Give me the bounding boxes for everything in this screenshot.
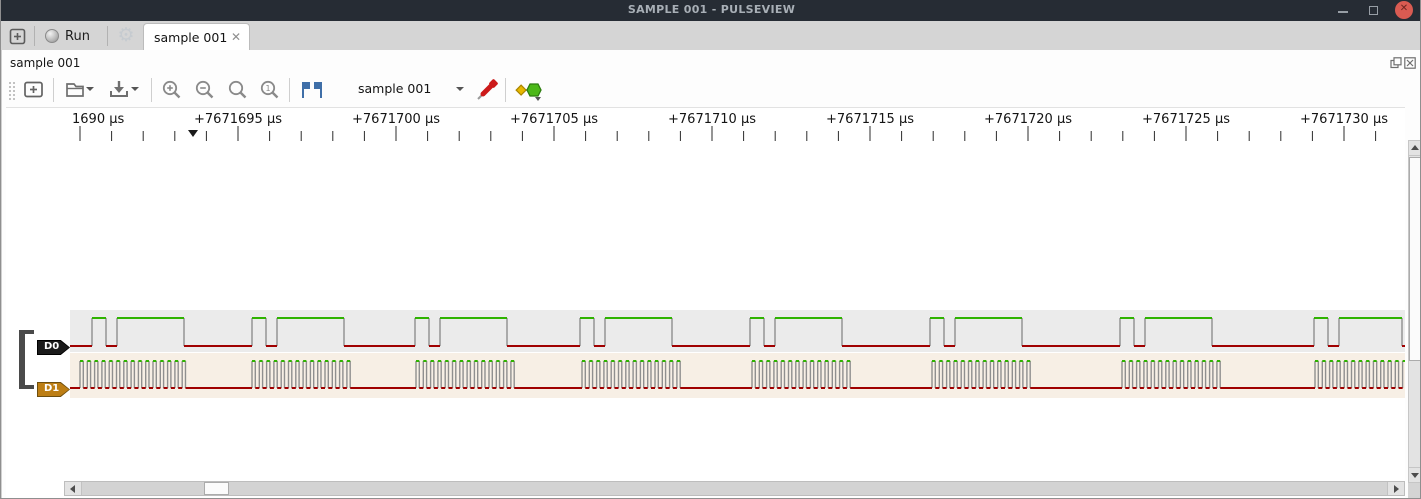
waveform-view[interactable] — [6, 108, 1405, 498]
separator — [107, 26, 108, 46]
float-pane-icon — [1390, 57, 1402, 69]
tab-label: sample 001 — [154, 30, 228, 45]
device-selector[interactable]: sample 001 — [358, 81, 432, 96]
zoom-out-button[interactable] — [193, 78, 217, 102]
zoom-in-button[interactable] — [160, 78, 184, 102]
vertical-scrollbar[interactable] — [1408, 140, 1420, 483]
close-button[interactable]: ✕ — [1395, 1, 1413, 19]
scrollbar-corner — [1408, 483, 1420, 498]
up-arrow-icon — [1411, 145, 1419, 150]
configure-channels-button[interactable] — [475, 78, 499, 102]
tab-bar: Run ⚙ sample 001 ✕ — [1, 21, 1420, 50]
titlebar[interactable]: SAMPLE 001 - PULSEVIEW ✕ — [1, 0, 1420, 21]
ruler-label: +7671720 µs — [984, 112, 1072, 127]
run-button[interactable]: Run — [45, 25, 103, 47]
horizontal-scrollbar[interactable] — [64, 481, 1405, 496]
main-toolbar: 1 sample 001 — [2, 73, 1420, 107]
scroll-left-button[interactable] — [65, 482, 82, 495]
save-dropdown-caret[interactable] — [131, 87, 139, 91]
open-icon — [66, 83, 84, 97]
pane-title: sample 001 — [10, 56, 81, 70]
ruler-label: +7671730 µs — [1300, 112, 1388, 127]
add-decoder-button[interactable] — [513, 78, 545, 102]
maximize-icon — [1369, 6, 1378, 15]
ruler-label: +7671705 µs — [510, 112, 598, 127]
toolbar-divider — [6, 107, 1405, 108]
settings-button[interactable]: ⚙ — [114, 22, 138, 48]
scroll-right-button[interactable] — [1387, 482, 1404, 495]
close-icon: ✕ — [1399, 3, 1409, 14]
svg-text:1: 1 — [265, 84, 270, 93]
zoom-in-icon — [162, 80, 181, 99]
channel-tag-d1[interactable]: D1 — [37, 382, 70, 397]
horizontal-scrollbar-thumb[interactable] — [204, 482, 229, 495]
channel-label: D0 — [44, 341, 60, 352]
show-cursors-button[interactable] — [298, 78, 326, 102]
channel-tag-fill — [38, 383, 69, 396]
right-arrow-icon — [1394, 485, 1399, 493]
separator — [151, 78, 152, 102]
down-arrow-icon — [1411, 473, 1419, 478]
channel-tag-d0[interactable]: D0 — [37, 340, 70, 355]
run-button-label: Run — [65, 28, 90, 44]
maximize-button[interactable] — [1365, 2, 1383, 20]
ruler-label: +7671700 µs — [352, 112, 440, 127]
toolbar-drag-handle[interactable] — [8, 81, 16, 101]
decoder-dropdown-caret[interactable] — [535, 97, 541, 101]
tab-sample-001[interactable]: sample 001 ✕ — [143, 23, 250, 50]
separator — [53, 78, 54, 102]
new-session-icon — [9, 28, 26, 45]
ruler-label: +7671725 µs — [1142, 112, 1230, 127]
new-session-button[interactable] — [9, 28, 26, 45]
zoom-one-to-one-button[interactable]: 1 — [258, 78, 282, 102]
zoom-out-icon — [195, 80, 214, 99]
tab-close-icon[interactable]: ✕ — [230, 30, 241, 44]
add-decoder-icon — [515, 83, 542, 97]
run-sphere-icon — [45, 29, 59, 43]
session-pane: sample 001 — [1, 50, 1420, 498]
window-title: SAMPLE 001 - PULSEVIEW — [627, 3, 796, 16]
ruler-label: +7671710 µs — [668, 112, 756, 127]
close-pane-button[interactable] — [1404, 57, 1416, 69]
open-dropdown-caret[interactable] — [86, 87, 94, 91]
device-dropdown-caret[interactable] — [456, 87, 464, 91]
probe-icon — [477, 79, 498, 100]
show-cursors-icon — [302, 82, 322, 98]
gear-icon: ⚙ — [117, 24, 135, 46]
float-pane-button[interactable] — [1390, 57, 1402, 69]
save-button[interactable] — [107, 78, 131, 102]
left-arrow-icon — [70, 485, 75, 493]
channel-tag-fill — [38, 341, 69, 354]
scroll-up-button[interactable] — [1409, 141, 1420, 156]
minimize-icon — [1338, 11, 1348, 13]
save-icon — [110, 81, 128, 97]
channel-label: D1 — [44, 383, 60, 394]
zoom-fit-icon — [228, 80, 247, 99]
minimize-button[interactable] — [1334, 2, 1352, 20]
ruler-label: +7671695 µs — [194, 112, 282, 127]
close-pane-icon — [1404, 57, 1416, 69]
time-ruler[interactable]: 1690 µs +7671695 µs +7671700 µs +7671705 µs… — [6, 108, 1405, 148]
separator — [289, 78, 290, 102]
separator — [505, 78, 506, 102]
open-button[interactable] — [63, 78, 87, 102]
ruler-label: +7671715 µs — [826, 112, 914, 127]
new-view-icon — [24, 81, 43, 98]
new-view-button[interactable] — [22, 78, 46, 102]
zoom-fit-button[interactable] — [226, 78, 250, 102]
trace-group-bracket[interactable] — [19, 330, 34, 389]
ruler-label: 1690 µs — [72, 112, 125, 127]
zoom-one-to-one-icon: 1 — [260, 80, 279, 99]
vertical-scrollbar-thumb[interactable] — [1409, 157, 1420, 361]
scroll-down-button[interactable] — [1409, 467, 1420, 482]
separator — [34, 26, 35, 46]
